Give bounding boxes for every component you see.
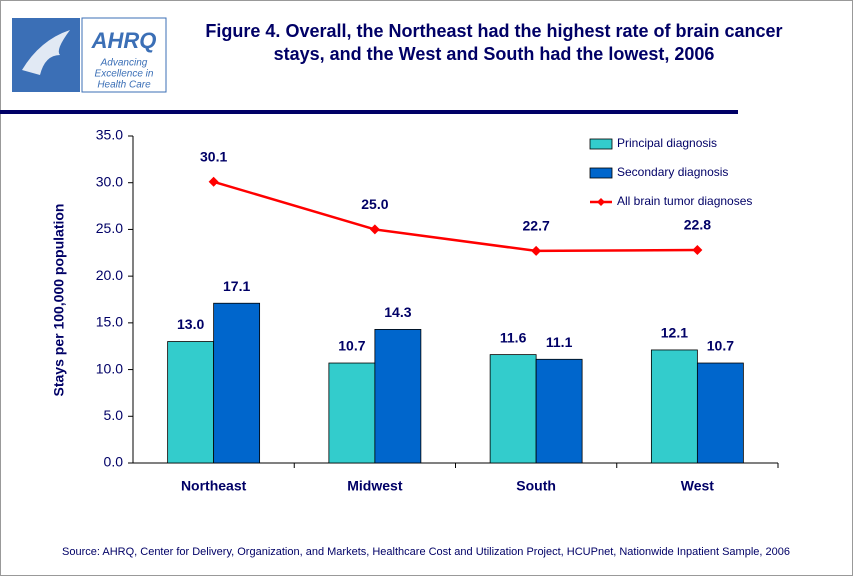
data-label: 30.1 — [200, 148, 227, 164]
x-tick-label: Midwest — [347, 478, 403, 494]
data-label: 14.3 — [384, 304, 411, 320]
data-label: 10.7 — [707, 338, 734, 354]
y-tick-label: 5.0 — [104, 407, 124, 423]
line-marker — [531, 245, 542, 256]
x-tick-label: West — [681, 478, 715, 494]
y-tick-label: 30.0 — [96, 173, 123, 189]
x-tick-label: South — [516, 478, 556, 494]
data-label: 25.0 — [361, 196, 388, 212]
ahrq-box — [81, 17, 167, 93]
y-axis-label: Stays per 100,000 population — [51, 204, 67, 397]
y-tick-label: 10.0 — [96, 360, 123, 376]
line-marker — [692, 244, 703, 255]
data-label: 10.7 — [338, 338, 365, 354]
y-tick-label: 15.0 — [96, 314, 123, 330]
data-label: 17.1 — [223, 278, 250, 294]
eagle — [22, 30, 70, 75]
legend-swatch — [589, 167, 613, 179]
logo: AHRQ Advancing Excellence in Health Care — [12, 17, 167, 93]
bar — [167, 341, 215, 464]
logo-tagline: Excellence in — [95, 69, 154, 80]
line — [213, 180, 698, 253]
x-tick-label: Northeast — [181, 478, 247, 494]
bar — [650, 349, 698, 464]
legend-swatch — [589, 138, 613, 150]
logo-tagline: Health Care — [97, 80, 151, 91]
data-label: 12.1 — [661, 325, 688, 341]
y-tick-label: 35.0 — [96, 127, 123, 143]
bar — [374, 328, 422, 464]
line-marker — [369, 224, 380, 235]
data-label: 13.0 — [177, 316, 204, 332]
y-tick-label: 20.0 — [96, 267, 123, 283]
y-tick-label: 0.0 — [104, 454, 124, 470]
source-note: Source: AHRQ, Center for Delivery, Organ… — [62, 546, 790, 558]
data-label: 11.1 — [546, 334, 573, 350]
data-label: 22.7 — [523, 218, 550, 234]
logo-name: AHRQ — [91, 28, 157, 53]
data-label: 11.6 — [500, 329, 527, 345]
y-tick-label: 25.0 — [96, 220, 123, 236]
legend-swatch — [597, 198, 605, 206]
legend-label: All brain tumor diagnoses — [617, 194, 752, 208]
bar — [328, 362, 376, 464]
line-marker — [208, 176, 219, 187]
legend-label: Principal diagnosis — [617, 136, 717, 150]
chart-title: Figure 4. Overall, the Northeast had the… — [205, 21, 782, 41]
bar — [535, 358, 583, 464]
logo-tagline: Advancing — [100, 58, 148, 69]
legend-label: Secondary diagnosis — [617, 165, 728, 179]
bar — [213, 302, 261, 464]
bar — [489, 354, 537, 464]
chart-title: stays, and the West and South had the lo… — [274, 44, 715, 64]
data-label: 22.8 — [684, 217, 711, 233]
bar — [696, 362, 744, 464]
header-rule — [0, 110, 738, 114]
